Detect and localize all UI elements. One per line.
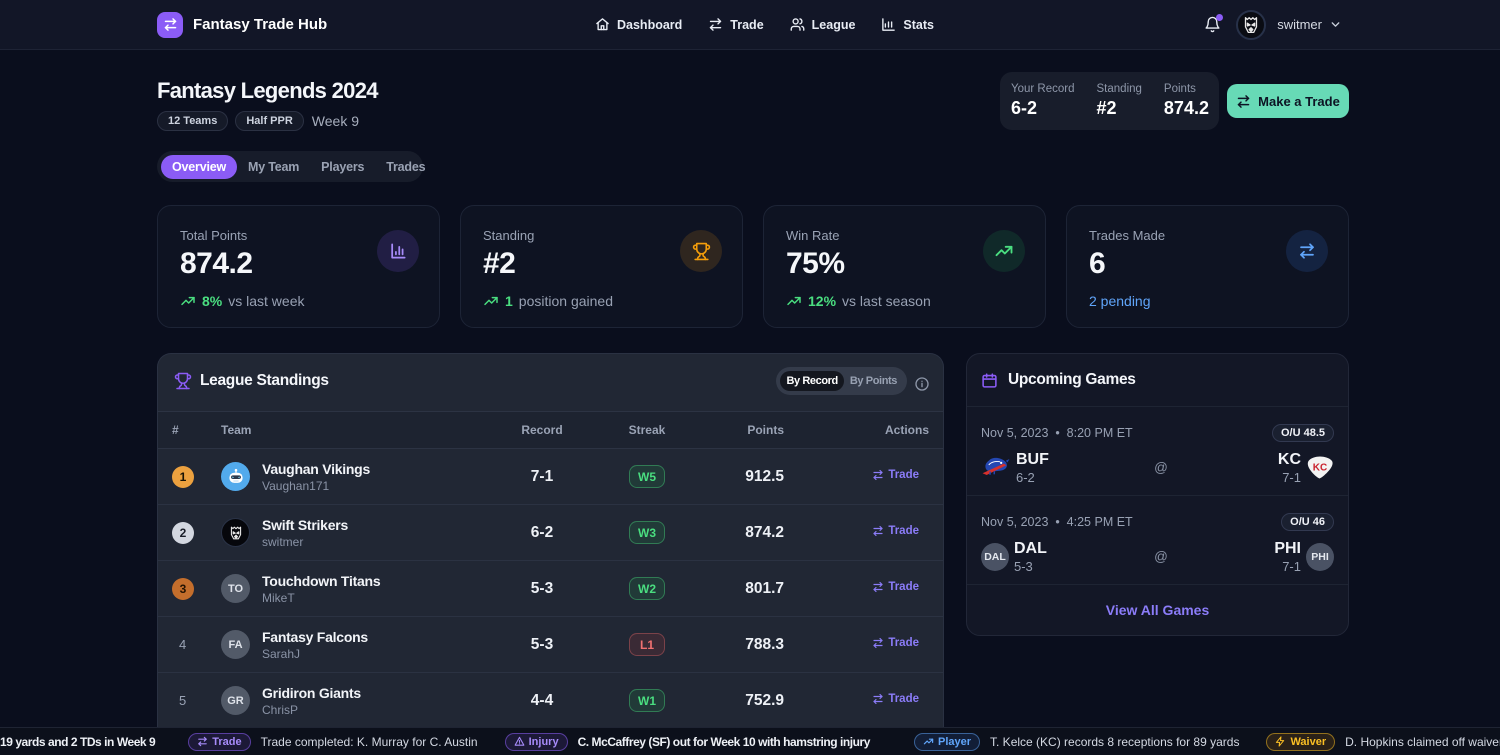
svg-text:KC: KC [1313, 463, 1327, 474]
